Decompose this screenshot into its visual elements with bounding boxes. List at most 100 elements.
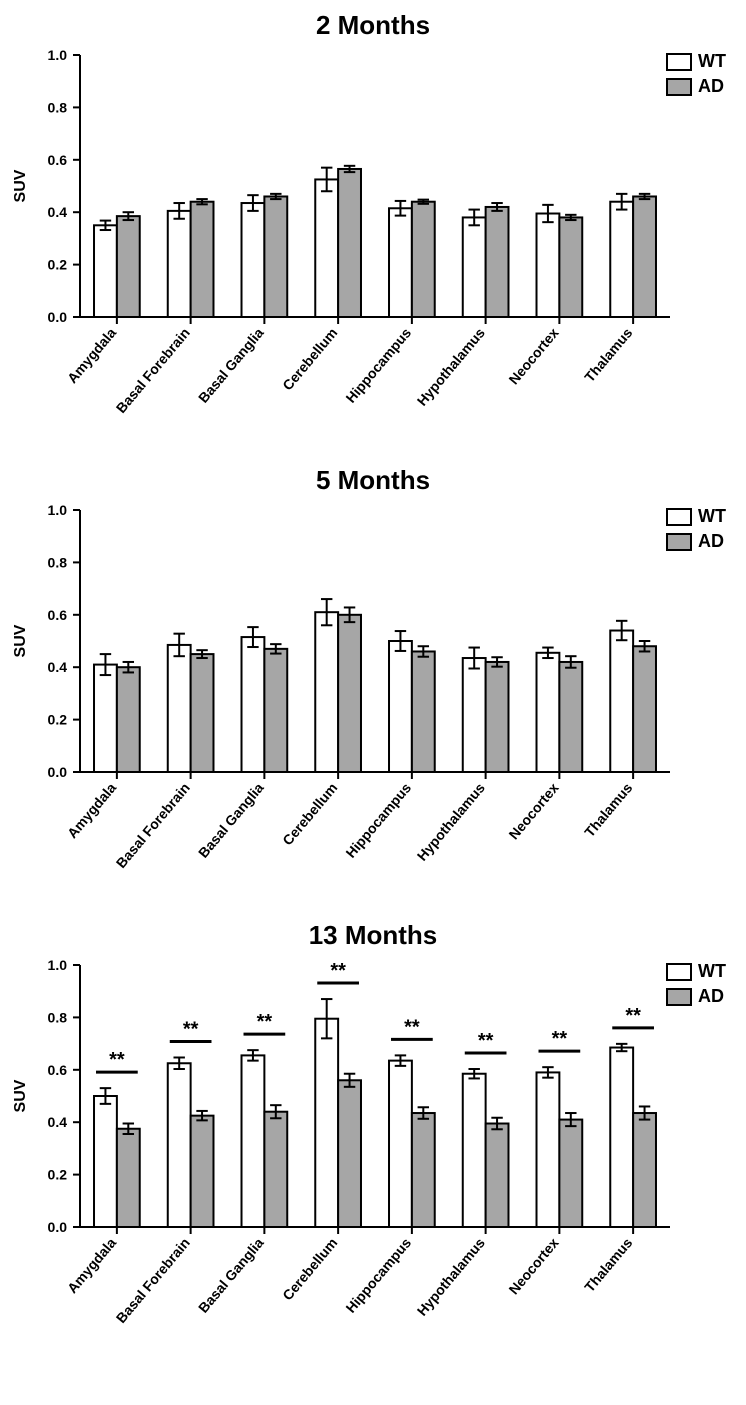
svg-text:SUV: SUV xyxy=(12,624,29,657)
bar-ad xyxy=(117,1129,140,1227)
bar-wt xyxy=(610,1048,633,1227)
figure: 2 Months 0.00.20.40.60.81.0SUVAmygdalaBa… xyxy=(0,0,746,1405)
bar-ad xyxy=(559,662,582,772)
bar-wt xyxy=(537,1072,560,1227)
sig-marker: ** xyxy=(625,1005,641,1027)
bar-wt xyxy=(610,202,633,317)
x-category-label: Hippocampus xyxy=(342,324,414,405)
bar-wt xyxy=(94,225,117,317)
bar-ad xyxy=(117,216,140,317)
bar-wt xyxy=(463,1074,486,1227)
sig-marker: ** xyxy=(330,960,346,982)
bar-ad xyxy=(633,196,656,317)
svg-text:0.6: 0.6 xyxy=(48,607,68,623)
x-category-label: Hypothalamus xyxy=(414,779,488,863)
svg-text:SUV: SUV xyxy=(12,1079,29,1112)
x-category-label: Cerebellum xyxy=(279,780,340,849)
x-category-label: Hypothalamus xyxy=(414,1234,488,1318)
bar-wt xyxy=(537,214,560,317)
legend-ad-label: AD xyxy=(698,986,724,1007)
panel-5-months: 5 Months 0.00.20.40.60.81.0SUVAmygdalaBa… xyxy=(0,465,746,892)
chart-wrap-5m: 0.00.20.40.60.81.0SUVAmygdalaBasal Foreb… xyxy=(0,500,746,892)
bar-ad xyxy=(191,1116,214,1227)
legend-ad: AD xyxy=(666,986,726,1007)
svg-text:0.4: 0.4 xyxy=(48,204,68,220)
bar-ad xyxy=(338,169,361,317)
bar-ad xyxy=(264,1112,287,1227)
x-category-label: Neocortex xyxy=(505,779,561,842)
x-category-label: Amygdala xyxy=(64,779,119,841)
svg-text:0.2: 0.2 xyxy=(48,257,68,273)
panel-title: 2 Months xyxy=(0,10,746,41)
svg-text:0.2: 0.2 xyxy=(48,712,68,728)
sig-marker: ** xyxy=(552,1028,568,1050)
legend-2m: WT AD xyxy=(666,51,726,101)
bar-wt xyxy=(315,1019,338,1227)
bar-wt xyxy=(537,653,560,772)
svg-text:0.8: 0.8 xyxy=(48,99,68,115)
x-category-label: Basal Forebrain xyxy=(113,1235,193,1326)
svg-text:0.0: 0.0 xyxy=(48,1219,68,1235)
legend-wt: WT xyxy=(666,506,726,527)
svg-text:0.8: 0.8 xyxy=(48,554,68,570)
bar-wt xyxy=(242,203,265,317)
bar-wt xyxy=(168,1063,191,1227)
bar-wt xyxy=(389,1061,412,1227)
legend-wt-label: WT xyxy=(698,506,726,527)
bar-ad xyxy=(412,1113,435,1227)
x-category-label: Neocortex xyxy=(505,1234,561,1297)
sig-marker: ** xyxy=(183,1018,199,1040)
chart-13-months: 0.00.20.40.60.81.0SUV**Amygdala**Basal F… xyxy=(0,955,746,1357)
bar-ad xyxy=(486,207,509,317)
legend-wt-swatch xyxy=(666,963,692,981)
x-category-label: Hippocampus xyxy=(342,779,414,860)
x-category-label: Basal Forebrain xyxy=(113,325,193,416)
panel-2-months: 2 Months 0.00.20.40.60.81.0SUVAmygdalaBa… xyxy=(0,10,746,437)
bar-ad xyxy=(191,202,214,317)
x-category-label: Neocortex xyxy=(505,324,561,387)
legend-13m: WT AD xyxy=(666,961,726,1011)
bar-ad xyxy=(264,649,287,772)
legend-ad-swatch xyxy=(666,988,692,1006)
bar-wt xyxy=(242,637,265,772)
legend-ad: AD xyxy=(666,531,726,552)
chart-5-months: 0.00.20.40.60.81.0SUVAmygdalaBasal Foreb… xyxy=(0,500,746,892)
bar-wt xyxy=(389,641,412,772)
svg-text:1.0: 1.0 xyxy=(48,957,68,973)
bar-wt xyxy=(94,665,117,772)
bar-wt xyxy=(463,658,486,772)
x-category-label: Basal Forebrain xyxy=(113,780,193,871)
panel-title: 5 Months xyxy=(0,465,746,496)
bar-wt xyxy=(610,631,633,772)
bar-ad xyxy=(486,1124,509,1227)
bar-ad xyxy=(264,196,287,317)
x-category-label: Cerebellum xyxy=(279,325,340,394)
x-category-label: Amygdala xyxy=(64,1234,119,1296)
bar-ad xyxy=(338,1080,361,1227)
bar-wt xyxy=(94,1096,117,1227)
svg-text:1.0: 1.0 xyxy=(48,47,68,63)
bar-ad xyxy=(412,651,435,772)
bar-ad xyxy=(633,1113,656,1227)
legend-wt: WT xyxy=(666,961,726,982)
x-category-label: Hypothalamus xyxy=(414,324,488,408)
legend-wt-swatch xyxy=(666,508,692,526)
bar-wt xyxy=(168,211,191,317)
bar-ad xyxy=(412,202,435,317)
svg-text:0.8: 0.8 xyxy=(48,1009,68,1025)
bar-wt xyxy=(168,645,191,772)
bar-ad xyxy=(559,217,582,317)
x-category-label: Basal Ganglia xyxy=(195,324,267,405)
x-category-label: Cerebellum xyxy=(279,1235,340,1304)
legend-ad-label: AD xyxy=(698,531,724,552)
bar-wt xyxy=(315,612,338,772)
legend-wt-swatch xyxy=(666,53,692,71)
x-category-label: Amygdala xyxy=(64,324,119,386)
svg-text:0.0: 0.0 xyxy=(48,764,68,780)
svg-text:SUV: SUV xyxy=(12,169,29,202)
legend-wt-label: WT xyxy=(698,51,726,72)
bar-ad xyxy=(338,615,361,772)
x-category-label: Thalamus xyxy=(581,779,635,840)
bar-ad xyxy=(633,646,656,772)
svg-text:0.6: 0.6 xyxy=(48,152,68,168)
